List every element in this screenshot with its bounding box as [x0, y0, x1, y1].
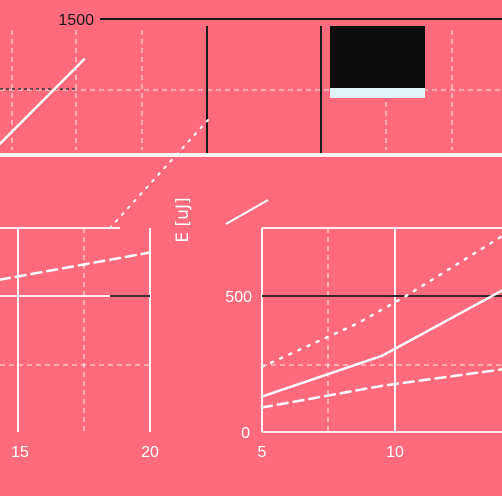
bottom-left-panel: 15 20	[0, 58, 159, 461]
bottom-left-grid	[0, 228, 150, 432]
top-panel-dark-block-edge	[330, 88, 425, 98]
top-panel-dark-block	[330, 26, 425, 88]
bottom-right-panel: 0 500 5 10 E [uJ]	[173, 197, 502, 461]
br-xtick-label-5: 5	[258, 444, 267, 461]
bottom-right-grid	[262, 228, 502, 432]
br-ylabel: E [uJ]	[173, 197, 193, 242]
br-series-dotted-line	[260, 234, 502, 368]
br-xtick-label-10: 10	[386, 444, 404, 461]
br-ytick-label-0: 0	[241, 425, 250, 442]
br-series-dashed-line	[260, 368, 502, 409]
bl-xtick-label-20: 20	[141, 444, 159, 461]
bl-series-solid-line	[0, 58, 86, 145]
top-ytick-label-1500: 1500	[58, 12, 94, 29]
connector-dotted	[109, 119, 209, 229]
connector-solid	[225, 199, 269, 225]
bottom-right-series	[260, 234, 502, 409]
top-panel: 1500	[0, 12, 502, 157]
bl-xtick-label-15: 15	[11, 444, 29, 461]
br-ytick-label-500: 500	[225, 289, 252, 306]
br-series-solid-line	[260, 289, 502, 398]
top-panel-grid	[0, 30, 502, 150]
bottom-left-series	[0, 58, 152, 281]
bl-series-dashed-line	[0, 251, 152, 281]
